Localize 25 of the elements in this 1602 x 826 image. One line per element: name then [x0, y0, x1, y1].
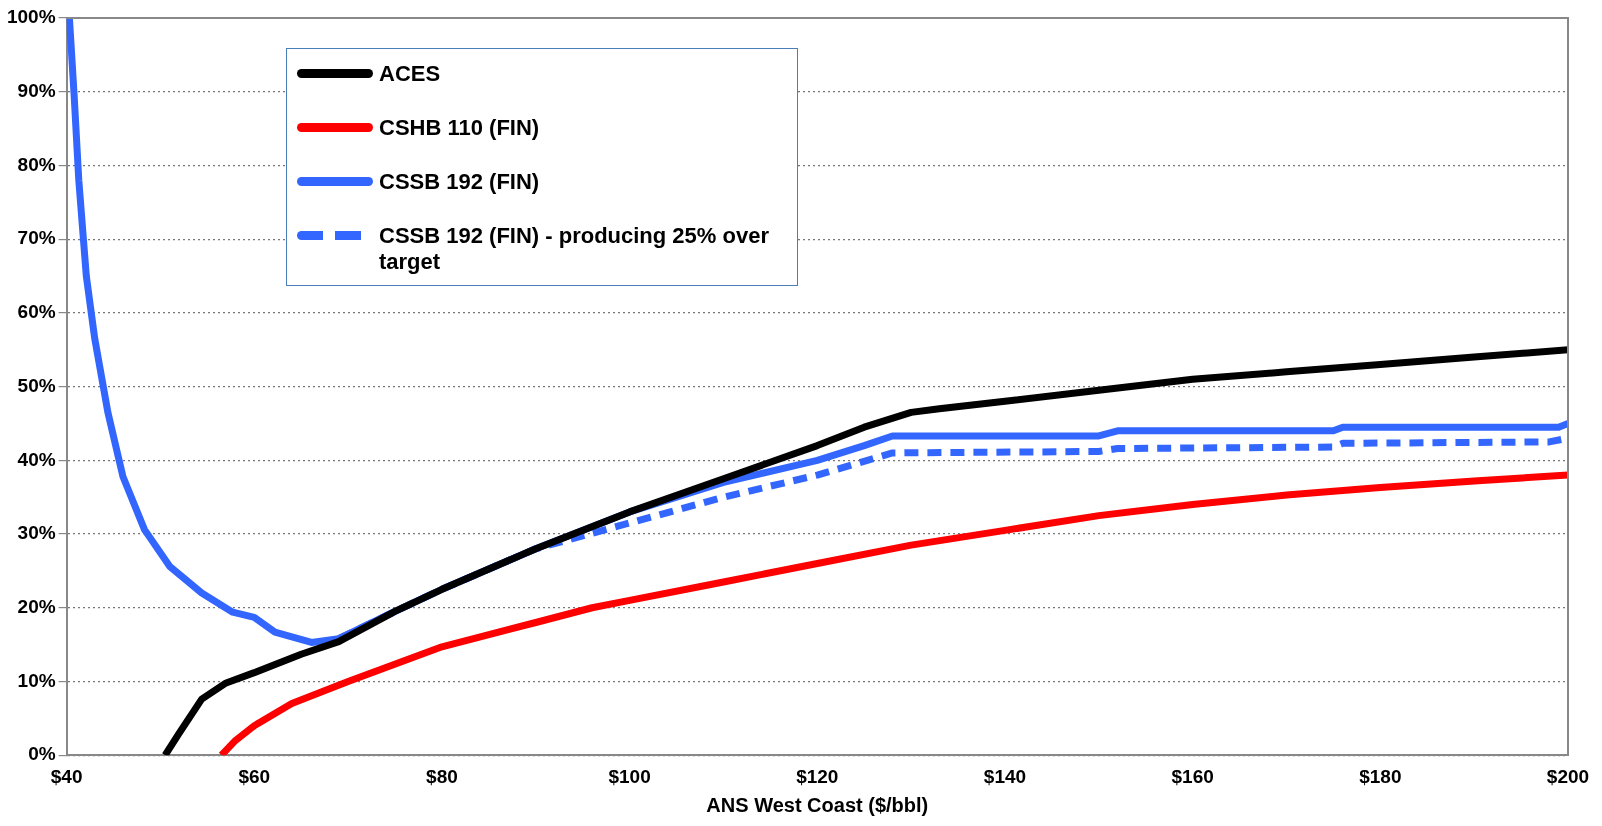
- x-tick-label: $140: [983, 765, 1027, 787]
- y-tick-label: 80%: [17, 153, 56, 175]
- y-tick-label: 0%: [28, 743, 56, 765]
- legend-label: CSHB 110 (FIN): [379, 115, 540, 141]
- x-tick-label: $60: [238, 765, 271, 787]
- x-tick-label: $180: [1359, 765, 1402, 787]
- y-tick-label: 100%: [6, 6, 56, 28]
- y-tick-label: 30%: [17, 522, 56, 544]
- y-tick-label: 60%: [17, 301, 56, 323]
- y-tick-label: 20%: [17, 595, 56, 617]
- x-axis-title: ANS West Coast ($/bbl): [706, 793, 929, 816]
- x-tick-label: $120: [796, 765, 839, 787]
- y-tick-label: 40%: [17, 448, 56, 470]
- legend-label: ACES: [379, 61, 441, 87]
- x-tick-label: $160: [1171, 765, 1214, 787]
- legend-label: CSSB 192 (FIN) - producing 25% over target: [379, 223, 770, 275]
- y-tick-label: 10%: [17, 669, 56, 691]
- x-tick-label: $200: [1546, 765, 1590, 787]
- legend-label: CSSB 192 (FIN): [379, 169, 540, 195]
- y-tick-label: 70%: [17, 227, 56, 249]
- x-tick-label: $100: [608, 765, 651, 787]
- y-tick-label: 90%: [17, 79, 56, 101]
- x-tick-label: $40: [50, 765, 83, 787]
- x-tick-label: $80: [426, 765, 458, 787]
- y-tick-label: 50%: [17, 374, 56, 396]
